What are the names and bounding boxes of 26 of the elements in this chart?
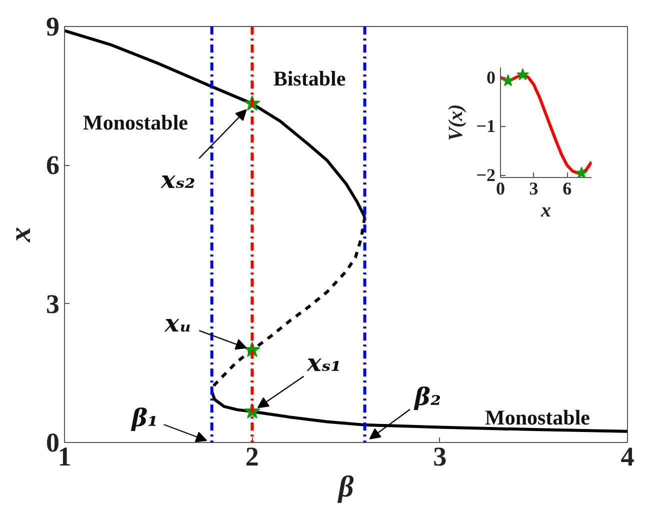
annotation: Monostable xyxy=(485,406,590,430)
point xyxy=(516,68,529,80)
annotation: Bistable xyxy=(273,66,346,90)
annotation: xₛ₂ xyxy=(160,165,196,194)
y-tick-label: −2 xyxy=(476,165,496,186)
x-tick-label: 2 xyxy=(245,442,259,472)
annotation: β₂ xyxy=(414,382,441,411)
y-tick-label: −1 xyxy=(476,116,496,136)
annotation: xₛ₁ xyxy=(306,348,342,378)
x-tick-label: 1 xyxy=(58,442,72,472)
y-tick-label: 0 xyxy=(486,67,496,88)
y-tick-label: 9 xyxy=(46,12,60,42)
x-tick-label: 3 xyxy=(433,442,447,472)
annotation: β₁ xyxy=(130,403,158,432)
point xyxy=(502,74,514,86)
x-axis-title: β xyxy=(337,470,354,504)
annotation: Monostable xyxy=(83,110,188,134)
x-axis-title: x xyxy=(540,200,551,222)
x-tick-label: 3 xyxy=(529,178,538,198)
y-tick-label: 3 xyxy=(46,288,60,319)
y-axis-title: V(x) xyxy=(445,104,468,141)
point xyxy=(575,166,588,178)
x-tick-label: 6 xyxy=(562,178,572,198)
annotation: xᵤ xyxy=(164,308,192,338)
x-tick-label: 4 xyxy=(620,442,634,472)
y-axis-title: x xyxy=(4,227,37,243)
